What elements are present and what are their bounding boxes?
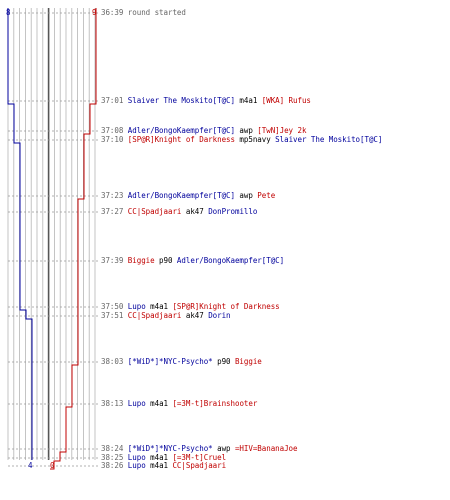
red-player-name: CC|Spadjaari bbox=[172, 461, 227, 470]
red-player-name: CC|Spadjaari bbox=[127, 311, 182, 320]
red-player-name: CC|Spadjaari bbox=[127, 207, 182, 216]
event-timestamp: 38:24 bbox=[101, 444, 128, 453]
weapon-label: ak47 bbox=[181, 311, 209, 320]
weapon-label: p90 bbox=[154, 256, 177, 265]
red-player-name: [=3M-t]Cruel bbox=[172, 453, 227, 462]
event-connector-dashes bbox=[8, 12, 100, 467]
kill-feed-row: 36:39 round started bbox=[101, 8, 186, 17]
event-timestamp: 37:23 bbox=[101, 191, 128, 200]
blue-player-name: Lupo bbox=[127, 399, 146, 408]
kill-feed-row: 37:08 Adler/BongoKaempfer[T@C] awp [TwN]… bbox=[101, 126, 306, 135]
kill-feed-row: 38:25 Lupo m4a1 [=3M-t]Cruel bbox=[101, 453, 226, 462]
weapon-label: awp bbox=[234, 191, 258, 200]
kill-feed-row: 37:27 CC|Spadjaari ak47 DonPromillo bbox=[101, 207, 257, 216]
red-player-name: [SP@R]Knight of Darkness bbox=[127, 135, 235, 144]
blue-player-name: Lupo bbox=[127, 302, 146, 311]
event-timestamp: 38:26 bbox=[101, 461, 128, 470]
blue-player-name: Lupo bbox=[127, 453, 146, 462]
red-start-count: 9 bbox=[92, 8, 97, 17]
event-timestamp: 37:27 bbox=[101, 207, 128, 216]
red-end-count: 0 bbox=[50, 461, 55, 470]
weapon-label: mp5navy bbox=[234, 135, 276, 144]
weapon-label: m4a1 bbox=[145, 302, 173, 311]
blue-player-name: Slaiver The Moskito[T@C] bbox=[127, 96, 235, 105]
blue-end-count: 4 bbox=[28, 461, 33, 470]
event-note: round started bbox=[127, 8, 186, 17]
blue-player-name: [*WiD*]*NYC-Psycho* bbox=[127, 357, 213, 366]
blue-player-name: Slaiver The Moskito[T@C] bbox=[275, 135, 383, 144]
event-timestamp: 36:39 bbox=[101, 8, 128, 17]
kill-feed-row: 38:03 [*WiD*]*NYC-Psycho* p90 Biggie bbox=[101, 357, 262, 366]
kill-feed-row: 37:23 Adler/BongoKaempfer[T@C] awp Pete bbox=[101, 191, 275, 200]
event-timestamp: 37:50 bbox=[101, 302, 128, 311]
kill-feed-row: 38:24 [*WiD*]*NYC-Psycho* awp =HIV=Banan… bbox=[101, 444, 298, 453]
weapon-label: awp bbox=[234, 126, 258, 135]
blue-start-count: 8 bbox=[6, 8, 11, 17]
red-player-name: Pete bbox=[257, 191, 276, 200]
blue-team-alive-line bbox=[7, 8, 33, 460]
event-timestamp: 37:10 bbox=[101, 135, 128, 144]
blue-player-name: Adler/BongoKaempfer[T@C] bbox=[176, 256, 285, 265]
blue-player-name: [*WiD*]*NYC-Psycho* bbox=[127, 444, 213, 453]
red-player-name: [TwN]Jey 2k bbox=[257, 126, 307, 135]
red-player-name: =HIV=BananaJoe bbox=[234, 444, 298, 453]
blue-player-name: DonPromillo bbox=[208, 207, 258, 216]
weapon-label: awp bbox=[212, 444, 235, 453]
blue-player-name: Dorin bbox=[208, 311, 231, 320]
kill-feed-row: 37:10 [SP@R]Knight of Darkness mp5navy S… bbox=[101, 135, 382, 144]
red-player-name: [=3M-t]Brainshooter bbox=[172, 399, 258, 408]
red-player-name: [SP@R]Knight of Darkness bbox=[172, 302, 280, 311]
kill-feed-row: 38:26 Lupo m4a1 CC|Spadjaari bbox=[101, 461, 226, 470]
event-timestamp: 37:39 bbox=[101, 256, 128, 265]
weapon-label: m4a1 bbox=[145, 399, 173, 408]
red-team-alive-line bbox=[50, 8, 97, 470]
weapon-label: m4a1 bbox=[234, 96, 262, 105]
weapon-label: m4a1 bbox=[145, 453, 173, 462]
weapon-label: ak47 bbox=[181, 207, 209, 216]
blue-player-name: Adler/BongoKaempfer[T@C] bbox=[127, 126, 235, 135]
weapon-label: p90 bbox=[212, 357, 235, 366]
event-timestamp: 38:03 bbox=[101, 357, 128, 366]
event-timestamp: 37:51 bbox=[101, 311, 128, 320]
kill-feed-row: 38:13 Lupo m4a1 [=3M-t]Brainshooter bbox=[101, 399, 257, 408]
event-timestamp: 38:13 bbox=[101, 399, 128, 408]
event-timestamp: 37:01 bbox=[101, 96, 128, 105]
red-player-name: Biggie bbox=[234, 357, 262, 366]
event-timestamp: 38:25 bbox=[101, 453, 128, 462]
kill-feed-row: 37:39 Biggie p90 Adler/BongoKaempfer[T@C… bbox=[101, 256, 284, 265]
blue-player-name: Adler/BongoKaempfer[T@C] bbox=[127, 191, 235, 200]
event-timestamp: 37:08 bbox=[101, 126, 128, 135]
weapon-label: m4a1 bbox=[145, 461, 173, 470]
kill-feed-row: 37:51 CC|Spadjaari ak47 Dorin bbox=[101, 311, 231, 320]
kill-feed-row: 37:01 Slaiver The Moskito[T@C] m4a1 [WKA… bbox=[101, 96, 311, 105]
kill-feed-row: 37:50 Lupo m4a1 [SP@R]Knight of Darkness bbox=[101, 302, 280, 311]
red-player-name: [WKA] Rufus bbox=[261, 96, 311, 105]
red-player-name: Biggie bbox=[127, 256, 155, 265]
blue-player-name: Lupo bbox=[127, 461, 146, 470]
